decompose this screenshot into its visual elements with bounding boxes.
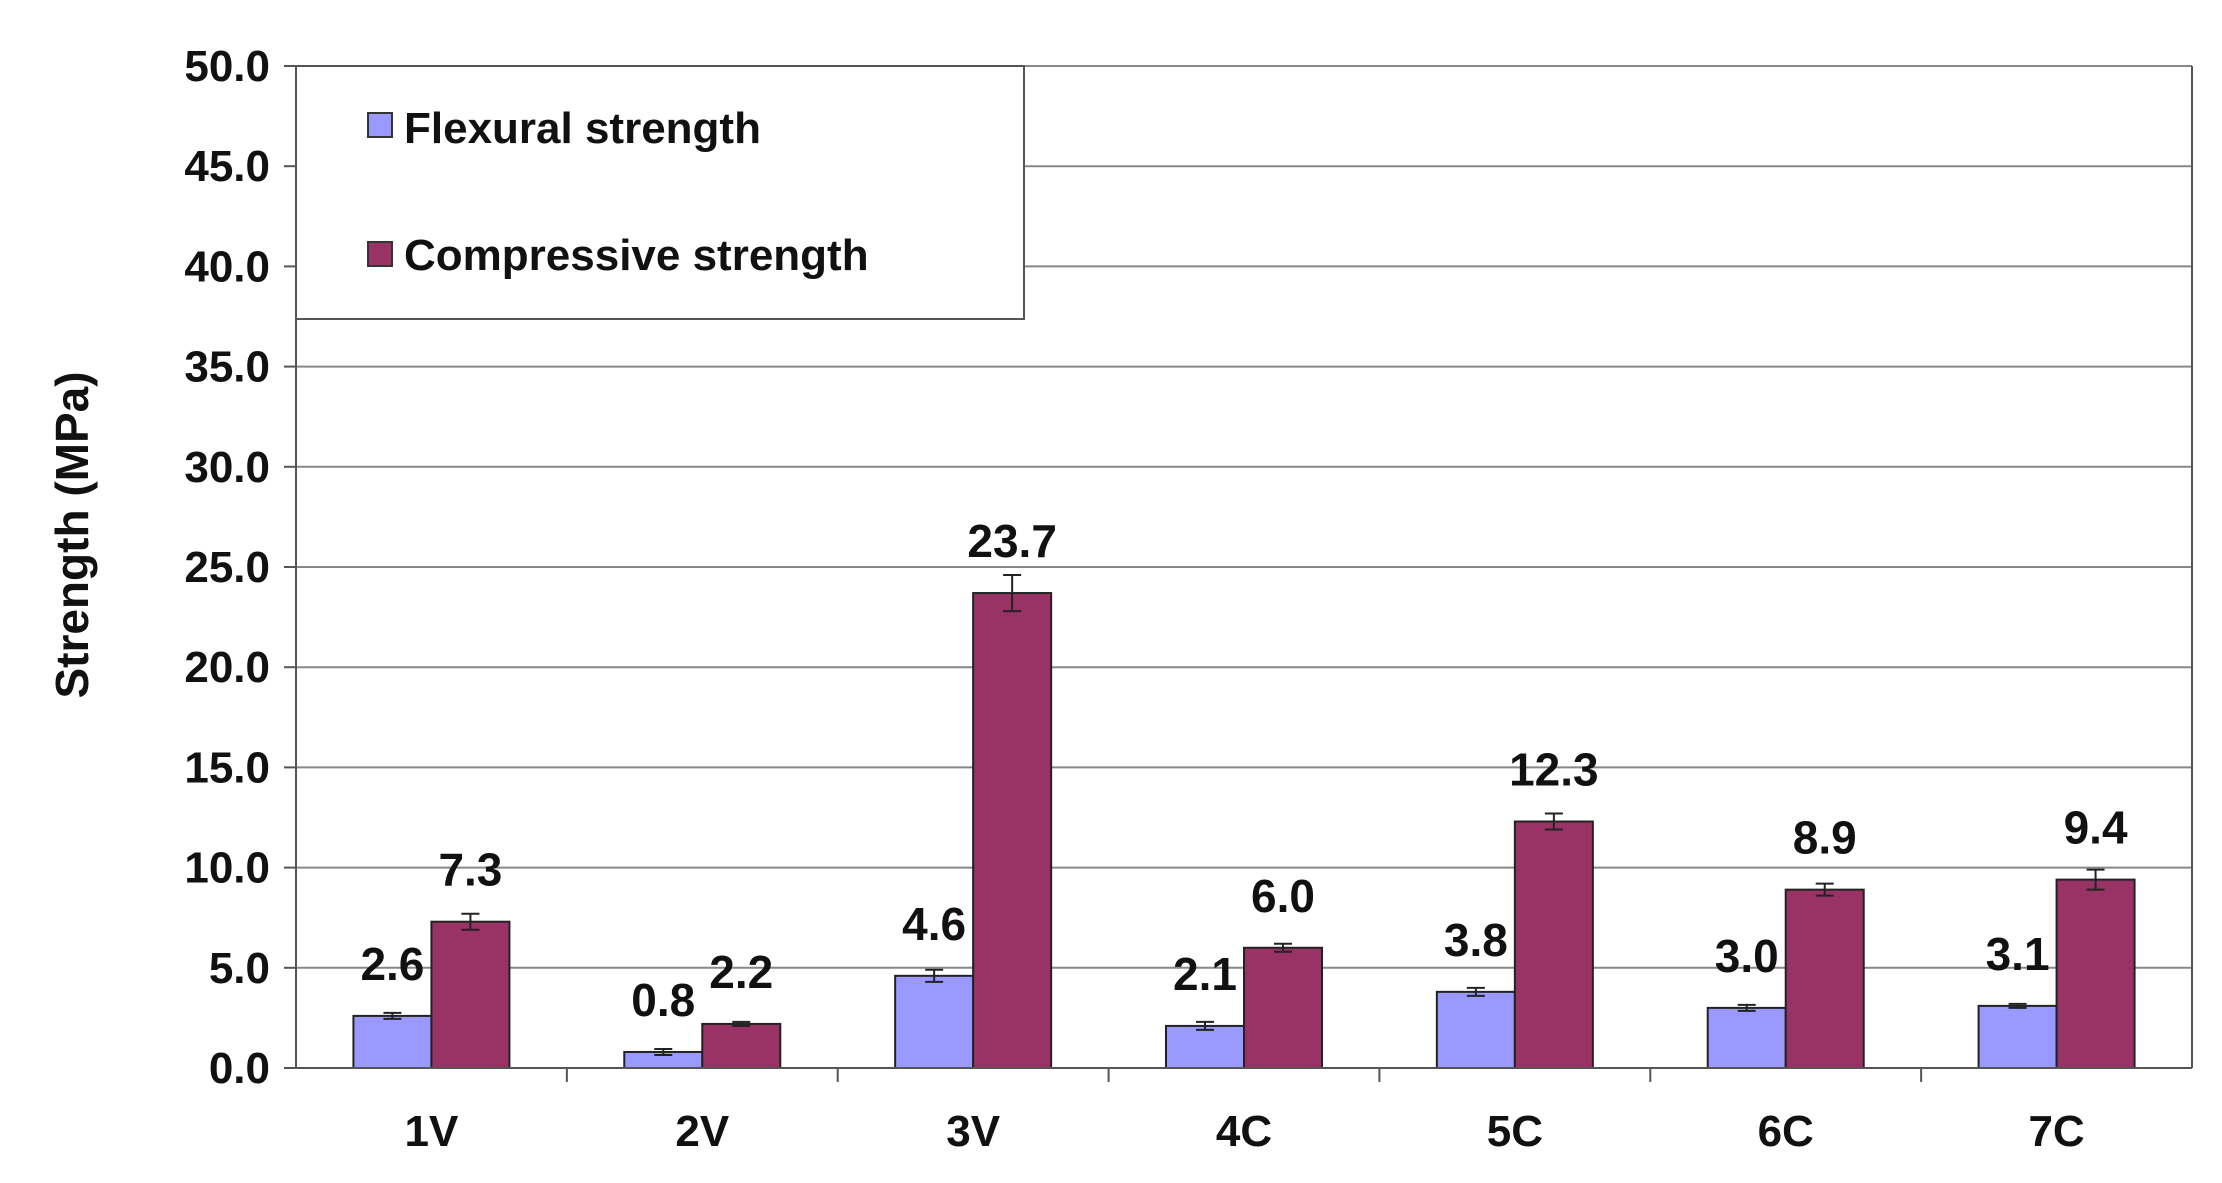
y-axis-ticks: 0.0 5.0 10.0 15.0 20.0 25.0 30.0 35.0 40.0 45.0 50… [184,42,296,1093]
error-bar-flexural-7C [2008,1002,2027,1009]
bar-compressive-6C [1784,888,1865,1069]
x-axis-ticks: 1V 2V 3V 4C 5C 6C 7C [405,1068,2085,1156]
x-tick-label: 1V [405,1107,459,1156]
data-label-flexural-3V: 4.6 [902,898,966,950]
data-label-flexural-6C: 3.0 [1715,930,1779,982]
error-bars [383,574,2105,1056]
error-bar-compressive-6C [1815,882,1834,897]
y-tick-label: 40.0 [184,242,270,291]
x-tick-label: 7C [2028,1107,2084,1156]
error-bar-compressive-4C [1274,942,1292,953]
error-bar-flexural-3V [925,968,944,983]
x-tick-label: 5C [1487,1107,1543,1156]
data-label-flexural-1V: 2.6 [360,938,424,990]
data-labels: 2.6 7.3 0.8 2.2 4.6 23.7 2.1 6.0 3.8 12.3 3.0 8.9 3.… [360,515,2128,1026]
y-tick-label: 30.0 [184,443,270,492]
data-label-compressive-3V: 23.7 [967,515,1057,567]
y-tick-label: 50.0 [184,42,270,91]
bar-flexural-5C [1435,990,1516,1070]
data-label-flexural-4C: 2.1 [1173,948,1237,1000]
bar-compressive-7C [2055,878,2136,1070]
data-label-compressive-1V: 7.3 [438,844,502,896]
bar-compressive-1V [430,920,511,1070]
bar-flexural-4C [1165,1024,1245,1070]
data-label-compressive-5C: 12.3 [1509,744,1599,796]
bar-compressive-5C [1513,820,1594,1069]
legend-swatch-flexural [367,112,393,138]
legend-label-compressive: Compressive strength [404,231,869,280]
y-tick-label: 0.0 [209,1044,270,1093]
data-label-compressive-2V: 2.2 [709,946,773,998]
error-bar-flexural-4C [1196,1020,1214,1031]
error-bar-flexural-2V [654,1047,673,1056]
legend: Flexural strength Compressive strength [295,65,1025,320]
error-bar-flexural-1V [383,1011,402,1020]
data-label-compressive-7C: 9.4 [2064,802,2128,854]
data-label-compressive-4C: 6.0 [1251,870,1315,922]
bar-compressive-2V [701,1022,782,1069]
y-tick-label: 20.0 [184,643,270,692]
y-tick-label: 45.0 [184,142,270,191]
bar-flexural-1V [352,1014,433,1069]
bar-compressive-3V [972,592,1053,1069]
y-tick-label: 5.0 [209,944,270,993]
bars [352,592,2136,1070]
data-label-compressive-6C: 8.9 [1793,812,1857,864]
x-tick-label: 3V [946,1107,1000,1156]
x-tick-label: 6C [1758,1107,1814,1156]
data-label-flexural-2V: 0.8 [631,974,695,1026]
y-axis-label: Strength (MPa) [46,371,98,698]
bar-flexural-7C [1977,1004,2058,1069]
error-bar-flexural-6C [1737,1003,1756,1012]
data-label-flexural-7C: 3.1 [1986,928,2050,980]
error-bar-compressive-1V [461,912,480,931]
y-tick-label: 25.0 [184,543,270,592]
error-bar-compressive-5C [1544,812,1563,831]
legend-box [295,65,1025,320]
x-tick-label: 4C [1216,1107,1272,1156]
bar-compressive-4C [1243,946,1323,1070]
legend-label-flexural: Flexural strength [404,104,761,153]
x-tick-label: 2V [675,1107,729,1156]
data-label-flexural-5C: 3.8 [1444,914,1508,966]
y-tick-label: 15.0 [184,743,270,792]
bar-flexural-3V [894,974,975,1069]
y-tick-label: 35.0 [184,343,270,392]
bar-flexural-6C [1706,1006,1787,1070]
error-bar-compressive-7C [2086,868,2105,891]
y-tick-label: 10.0 [184,844,270,893]
error-bar-flexural-5C [1466,986,1485,997]
error-bar-compressive-2V [732,1020,751,1027]
error-bar-compressive-3V [1003,574,1022,613]
legend-swatch-compressive [367,241,393,267]
